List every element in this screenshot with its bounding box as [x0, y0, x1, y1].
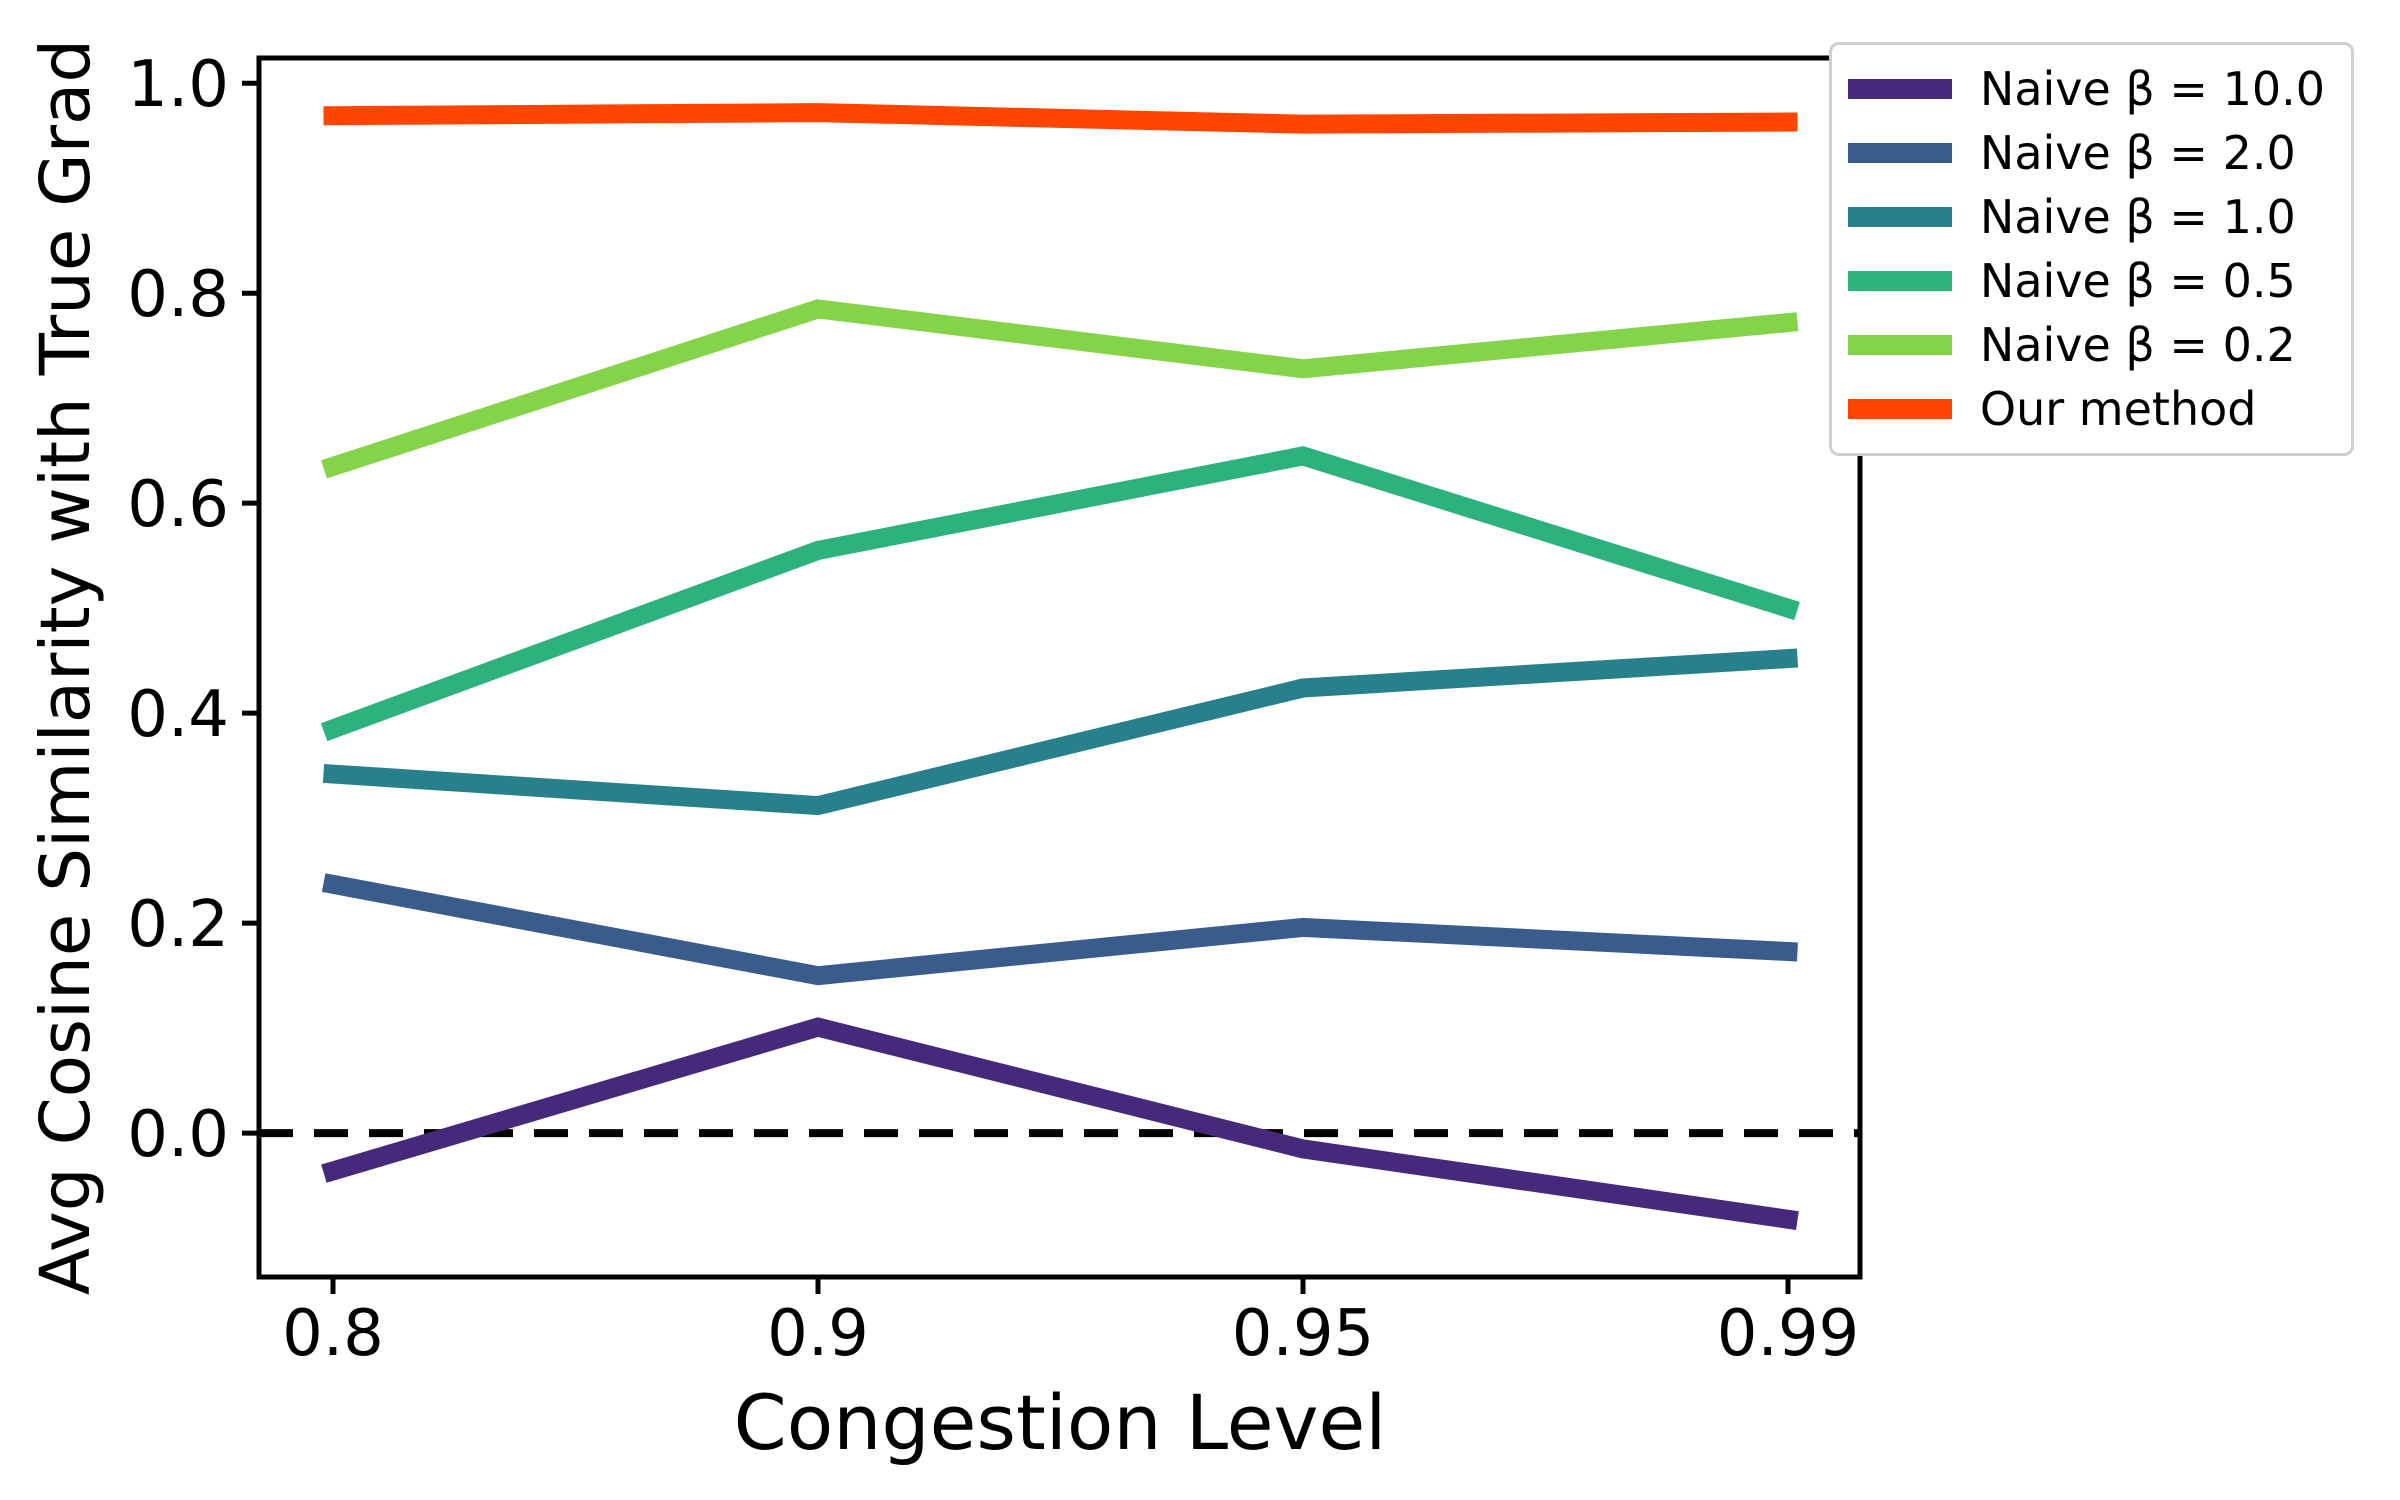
legend-item-1: Naive β = 2.0 — [1847, 121, 2325, 185]
legend-item-0: Naive β = 10.0 — [1847, 57, 2325, 121]
legend-swatch — [1847, 79, 1952, 99]
y-tick-label: 0.6 — [127, 468, 229, 542]
legend-swatch — [1847, 271, 1952, 291]
x-tick-label: 0.95 — [1232, 1297, 1375, 1371]
legend-label: Naive β = 10.0 — [1979, 62, 2325, 116]
legend-label: Naive β = 0.5 — [1979, 254, 2296, 308]
y-tick-label: 1.0 — [127, 48, 229, 122]
series-line-1 — [321, 873, 1798, 986]
x-tick-label: 0.99 — [1717, 1297, 1860, 1371]
legend-swatch — [1847, 399, 1952, 419]
legend-swatch — [1847, 143, 1952, 163]
legend-label: Naive β = 2.0 — [1979, 126, 2296, 180]
legend-label: Our method — [1979, 382, 2257, 436]
legend-swatch — [1847, 207, 1952, 227]
legend-item-4: Naive β = 0.2 — [1847, 313, 2325, 377]
x-tick-label: 0.9 — [767, 1297, 869, 1371]
x-tick-label: 0.8 — [282, 1297, 384, 1371]
legend-item-3: Naive β = 0.5 — [1847, 249, 2325, 313]
legend-swatch — [1847, 335, 1952, 355]
legend-item-5: Our method — [1847, 377, 2325, 441]
legend-label: Naive β = 1.0 — [1979, 190, 2296, 244]
y-tick-label: 0.4 — [127, 678, 229, 752]
y-axis-label: Avg Cosine Similarity with True Grad — [26, 38, 106, 1296]
legend: Naive β = 10.0 Naive β = 2.0 Naive β = 1.0… — [1828, 42, 2354, 456]
y-tick-label: 0.0 — [127, 1098, 229, 1172]
series-line-3 — [320, 446, 1800, 742]
series-line-5 — [323, 103, 1798, 134]
series-line-0 — [321, 1017, 1799, 1231]
series-line-4 — [321, 299, 1799, 479]
x-axis-label: Congestion Level — [733, 1378, 1387, 1467]
legend-label: Naive β = 0.2 — [1979, 318, 2296, 372]
plot-box-spines — [256, 55, 1863, 1280]
legend-item-2: Naive β = 1.0 — [1847, 185, 2325, 249]
series-line-2 — [322, 648, 1799, 816]
y-tick-label: 0.8 — [127, 258, 229, 332]
y-tick-label: 0.2 — [127, 888, 229, 962]
